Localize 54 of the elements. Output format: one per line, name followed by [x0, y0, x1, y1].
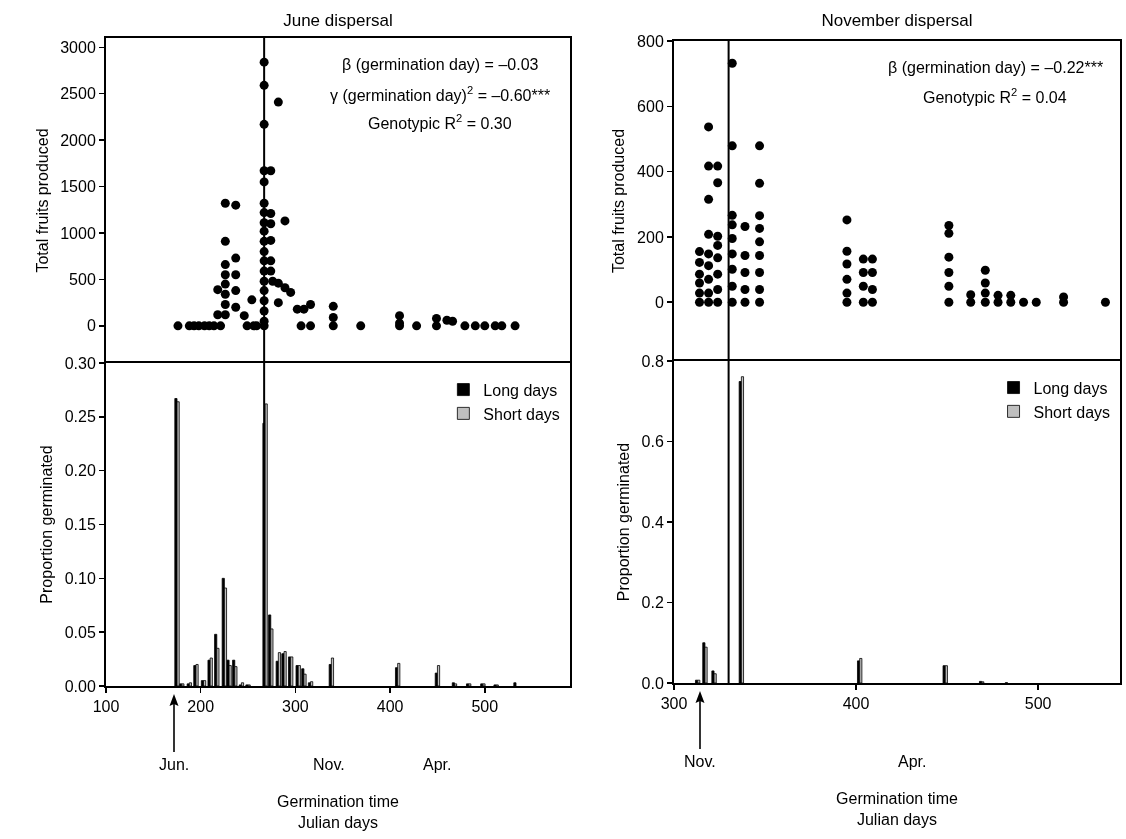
x-tick-label: 500 — [471, 698, 499, 716]
text: Apr. — [898, 753, 927, 770]
chart-title: November dispersal — [821, 10, 973, 30]
annotation: β (germination day) = –0.22*** — [888, 59, 1104, 76]
x-axis-title: Germination time Julian days — [836, 790, 959, 829]
annotation: Genotypic R$^{2}$ = 0.04 — [923, 86, 1067, 106]
y-tick-label: 0.10 — [64, 569, 96, 587]
x-tick-label: 100 — [92, 698, 120, 716]
y-tick-label: 600 — [637, 97, 664, 115]
y-tick-label: 0.25 — [64, 408, 96, 426]
y-tick-label: 0 — [654, 293, 664, 311]
y-tick-label: 1000 — [60, 224, 96, 242]
y-tick-label: 0.00 — [64, 677, 96, 695]
x-tick-label: 400 — [376, 698, 404, 716]
annotation: γ (germination day)$^{2}$ = –0.60*** — [330, 84, 551, 104]
y-tick-label: 0.2 — [641, 594, 664, 612]
y-tick-label: 0.0 — [641, 674, 664, 692]
x-axis-title: Germination time Julian days — [277, 793, 400, 832]
annotation: β (germination day) = –0.03 — [342, 56, 539, 73]
legend-label: Long days — [1033, 379, 1108, 397]
x-tick-label: 500 — [1024, 695, 1052, 713]
y-tick-label: 0.30 — [64, 354, 96, 372]
y-tick-label: 2000 — [60, 131, 96, 149]
text: Jun. — [159, 756, 190, 773]
y-tick-label: 500 — [69, 271, 96, 289]
y-tick-label: 2500 — [60, 85, 96, 103]
y-tick-label: 3000 — [60, 38, 96, 56]
chart-title: June dispersal — [283, 10, 393, 30]
legend-label: Long days — [483, 381, 558, 399]
y-axis-title: Total fruits produced — [610, 128, 628, 274]
y-axis-title: Total fruits produced — [33, 128, 51, 273]
x-tick-label: 300 — [282, 698, 309, 716]
y-tick-label: 800 — [637, 32, 664, 50]
text: Apr. — [423, 756, 452, 773]
y-tick-label: 400 — [637, 163, 664, 181]
y-axis-title: Proportion germinated — [38, 445, 56, 604]
legend-label: Short days — [483, 405, 560, 423]
annotation: Genotypic R$^{2}$ = 0.30 — [368, 112, 512, 132]
y-tick-label: 0.15 — [64, 516, 96, 534]
legend-label: Short days — [1033, 403, 1111, 421]
y-tick-label: 0.8 — [641, 352, 664, 370]
y-tick-label: 200 — [637, 228, 664, 246]
y-axis-title: Proportion germinated — [614, 442, 632, 602]
x-tick-label: 300 — [660, 695, 688, 713]
x-tick-label: 200 — [187, 698, 215, 716]
y-tick-label: 0.6 — [641, 433, 664, 451]
text: Nov. — [313, 756, 345, 773]
y-tick-label: 0.4 — [641, 513, 664, 531]
y-tick-label: 1500 — [60, 178, 96, 196]
y-tick-label: 0 — [86, 317, 96, 335]
y-tick-label: 0.05 — [64, 623, 96, 641]
text: Nov. — [684, 753, 716, 770]
y-tick-label: 0.20 — [64, 462, 96, 480]
x-tick-label: 400 — [842, 695, 870, 713]
